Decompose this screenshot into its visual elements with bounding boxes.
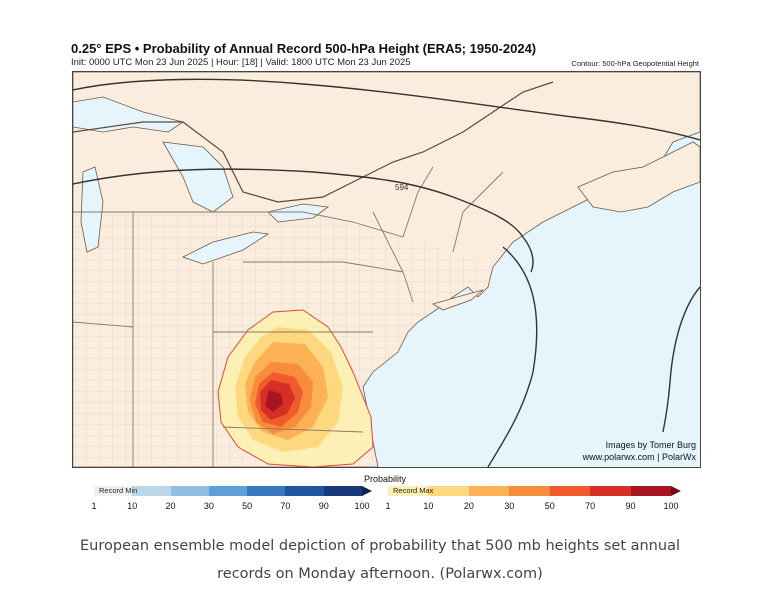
country-border xyxy=(73,81,554,203)
record-min-tick-label: 10 xyxy=(127,501,138,511)
map-canvas: 594 xyxy=(73,72,700,467)
caption-line-2: records on Monday afternoon. (Polarwx.co… xyxy=(217,566,543,582)
record-min-segment xyxy=(132,486,171,496)
record-min-tick-label: 1 xyxy=(91,501,97,511)
record-max-segment xyxy=(509,486,550,496)
record-max-segment xyxy=(388,486,429,496)
record-min-segment xyxy=(285,486,324,496)
record-max-tick-label: 30 xyxy=(504,501,515,511)
record-min-tick-label: 50 xyxy=(242,501,253,511)
record-min-segment xyxy=(94,486,133,496)
legend-title: Probability xyxy=(363,474,407,484)
record-max-colorbar: Record Max xyxy=(388,486,681,496)
contour-label: 594 xyxy=(395,183,409,192)
long-island xyxy=(432,289,484,311)
probability-shading xyxy=(217,309,374,467)
record-max-segment xyxy=(468,486,510,496)
probability-map: 594 Images by Tomer Burg www.polarwx.com… xyxy=(72,71,701,468)
lake-michigan xyxy=(80,166,104,253)
contour-note: Contour: 500-hPa Geopotential Height xyxy=(571,59,699,68)
height-contour-offshore xyxy=(487,246,538,467)
record-min-segment xyxy=(208,486,248,496)
lake-erie xyxy=(181,231,270,265)
record-min-segment xyxy=(323,486,362,496)
record-min-tick-label: 20 xyxy=(165,501,176,511)
record-max-ticks: 1 10 20 30 50 70 90 100 xyxy=(385,501,678,513)
record-min-tick-label: 100 xyxy=(354,501,370,511)
record-min-ticks: 1 10 20 30 50 70 90 100 xyxy=(91,501,369,513)
record-min-segment xyxy=(247,486,286,496)
record-max-segment xyxy=(549,486,591,496)
website-credit: www.polarwx.com | PolarWx xyxy=(582,452,696,462)
record-min-tick-label: 30 xyxy=(203,501,214,511)
record-min-colorbar: Record Min xyxy=(94,486,372,496)
record-max-tick-label: 1 xyxy=(385,501,391,511)
record-min-arrow xyxy=(361,486,372,496)
record-min-segment xyxy=(170,486,209,496)
record-min-label: Record Min xyxy=(99,486,138,495)
record-max-tick-label: 20 xyxy=(463,501,474,511)
record-min-tick-label: 70 xyxy=(280,501,291,511)
record-min-tick-label: 90 xyxy=(318,501,329,511)
maritimes xyxy=(577,141,700,213)
map-subtitle: Init: 0000 UTC Mon 23 Jun 2025 | Hour: [… xyxy=(71,57,411,68)
record-max-arrow xyxy=(670,486,681,496)
record-max-segment xyxy=(630,486,671,496)
record-max-tick-label: 10 xyxy=(423,501,434,511)
lake-huron xyxy=(162,141,234,213)
map-title: 0.25° EPS • Probability of Annual Record… xyxy=(71,41,537,56)
record-max-segment xyxy=(428,486,469,496)
lake-ontario xyxy=(267,203,330,223)
figure-caption: European ensemble model depiction of pro… xyxy=(0,532,760,588)
record-max-tick-label: 90 xyxy=(625,501,636,511)
height-contour-588 xyxy=(73,78,700,141)
forecast-figure: 0.25° EPS • Probability of Annual Record… xyxy=(68,38,702,518)
state-borders xyxy=(73,166,504,467)
record-max-label: Record Max xyxy=(393,486,434,495)
record-max-tick-label: 100 xyxy=(663,501,679,511)
record-max-tick-label: 50 xyxy=(544,501,555,511)
lake-superior xyxy=(73,96,184,133)
caption-line-1: European ensemble model depiction of pro… xyxy=(80,538,680,554)
image-credit: Images by Tomer Burg xyxy=(605,440,696,450)
height-contour-594 xyxy=(73,168,534,273)
record-max-tick-label: 70 xyxy=(585,501,596,511)
record-max-segment xyxy=(590,486,631,496)
height-contour-east xyxy=(662,286,700,433)
